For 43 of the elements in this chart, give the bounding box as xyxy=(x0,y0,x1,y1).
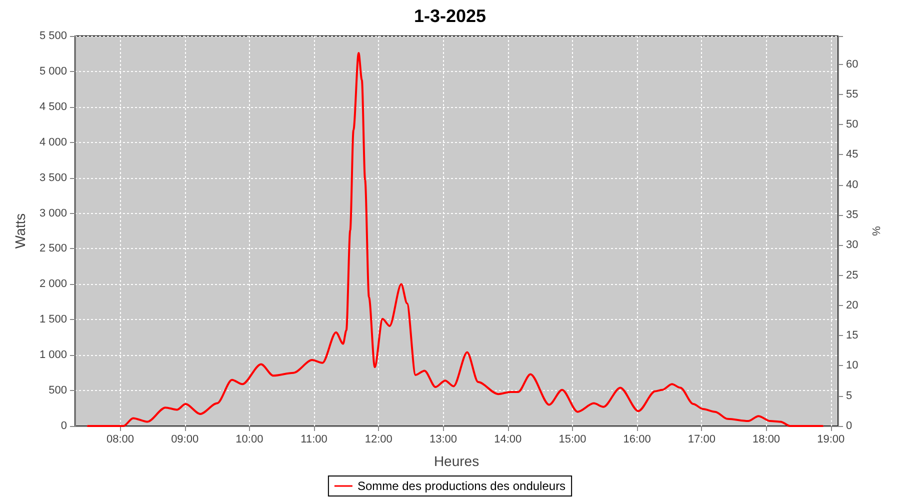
y2-tick-label: 35 xyxy=(846,209,858,222)
y2-tick-label: 0 xyxy=(846,420,852,432)
y-tick-label: 3 000 xyxy=(39,207,67,220)
y-tick-label: 1 500 xyxy=(39,314,67,326)
x-tick-label: 16:00 xyxy=(623,434,651,446)
y2-tick-label: 5 xyxy=(846,390,852,402)
y-tick-label: 500 xyxy=(48,384,67,397)
y2-axis-title: % xyxy=(870,226,882,236)
x-tick-label: 09:00 xyxy=(171,434,199,446)
y-tick-label: 2 000 xyxy=(39,278,67,290)
y2-tick-label: 55 xyxy=(846,88,858,100)
x-tick-label: 13:00 xyxy=(429,434,458,446)
y2-tick-label: 30 xyxy=(846,239,858,252)
y2-tick-label: 15 xyxy=(846,330,858,342)
y2-tick-label: 10 xyxy=(846,360,858,372)
y2-tick-label: 40 xyxy=(846,178,858,191)
line-series xyxy=(86,52,824,427)
x-tick-label: 14:00 xyxy=(494,434,522,446)
y-tick-label: 4 000 xyxy=(39,136,67,148)
x-tick-label: 18:00 xyxy=(752,434,780,446)
x-tick-label: 08:00 xyxy=(106,434,134,446)
y-tick-label: 5 500 xyxy=(39,30,67,42)
y-tick-label: 2 500 xyxy=(39,242,67,255)
x-tick-label: 11:00 xyxy=(300,434,328,446)
legend-label: Somme des productions des onduleurs xyxy=(357,479,566,493)
chart-title: 1-3-2025 xyxy=(414,6,486,26)
x-tick-label: 15:00 xyxy=(558,434,586,446)
y-tick-label: 5 000 xyxy=(39,65,67,78)
x-tick-label: 10:00 xyxy=(236,434,264,446)
y-axis-title: Watts xyxy=(12,213,28,249)
y-tick-label: 0 xyxy=(60,420,67,432)
y2-tick-label: 45 xyxy=(846,148,858,161)
x-tick-label: 12:00 xyxy=(364,434,392,446)
x-axis-title: Heures xyxy=(434,453,480,469)
x-tick-label: 17:00 xyxy=(688,434,716,446)
y2-tick-label: 60 xyxy=(846,58,858,70)
y2-tick-label: 20 xyxy=(846,299,858,312)
y-tick-label: 1 000 xyxy=(39,349,67,362)
y2-tick-label: 50 xyxy=(846,118,858,131)
y-tick-label: 3 500 xyxy=(39,172,67,184)
y2-tick-label: 25 xyxy=(846,269,858,282)
x-tick-label: 19:00 xyxy=(817,434,845,446)
y-tick-label: 4 500 xyxy=(39,100,67,113)
